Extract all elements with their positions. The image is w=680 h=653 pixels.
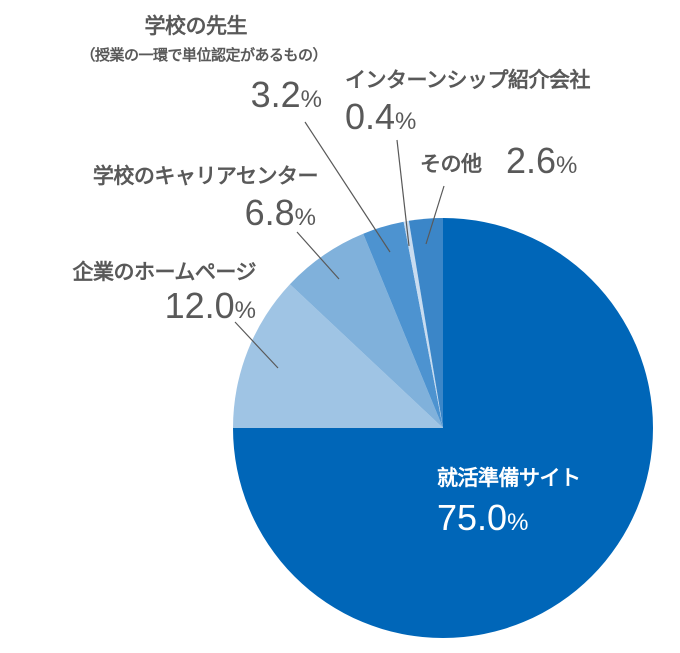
slice-sublabel-teacher: （授業の一環で単位認定があるもの） — [80, 46, 327, 64]
pie-slice-internship — [403, 220, 443, 428]
slice-value-career-center: 6.8% — [244, 192, 316, 233]
slice-value-company-hp: 12.0% — [164, 285, 256, 326]
slice-label-job-prep-site: 就活準備サイト — [437, 466, 581, 490]
leader-line-internship — [396, 139, 410, 247]
slice-value-internship: 0.4% — [345, 96, 417, 137]
pie-slice-teacher — [363, 221, 443, 428]
slice-value-other: 2.6% — [506, 140, 578, 181]
pie-slice-other — [408, 218, 443, 428]
pie-slice-company-hp — [233, 284, 443, 428]
leader-line-career-center — [296, 231, 340, 280]
slice-label-career-center: 学校のキャリアセンター — [92, 164, 319, 188]
slice-value-teacher: 3.2% — [250, 74, 322, 115]
leader-line-teacher — [304, 121, 391, 253]
leader-lines — [234, 121, 445, 369]
slice-label-company-hp: 企業のホームページ — [72, 260, 257, 284]
slice-label-other: その他 — [420, 152, 482, 176]
slice-label-internship: インターンシップ紹介会社 — [345, 68, 590, 92]
leader-line-company-hp — [234, 321, 279, 369]
slice-value-job-prep-site: 75.0% — [437, 497, 529, 538]
leader-line-other — [425, 185, 445, 245]
slice-label-teacher: 学校の先生 — [144, 14, 248, 38]
pie-slice-career-center — [289, 233, 443, 428]
